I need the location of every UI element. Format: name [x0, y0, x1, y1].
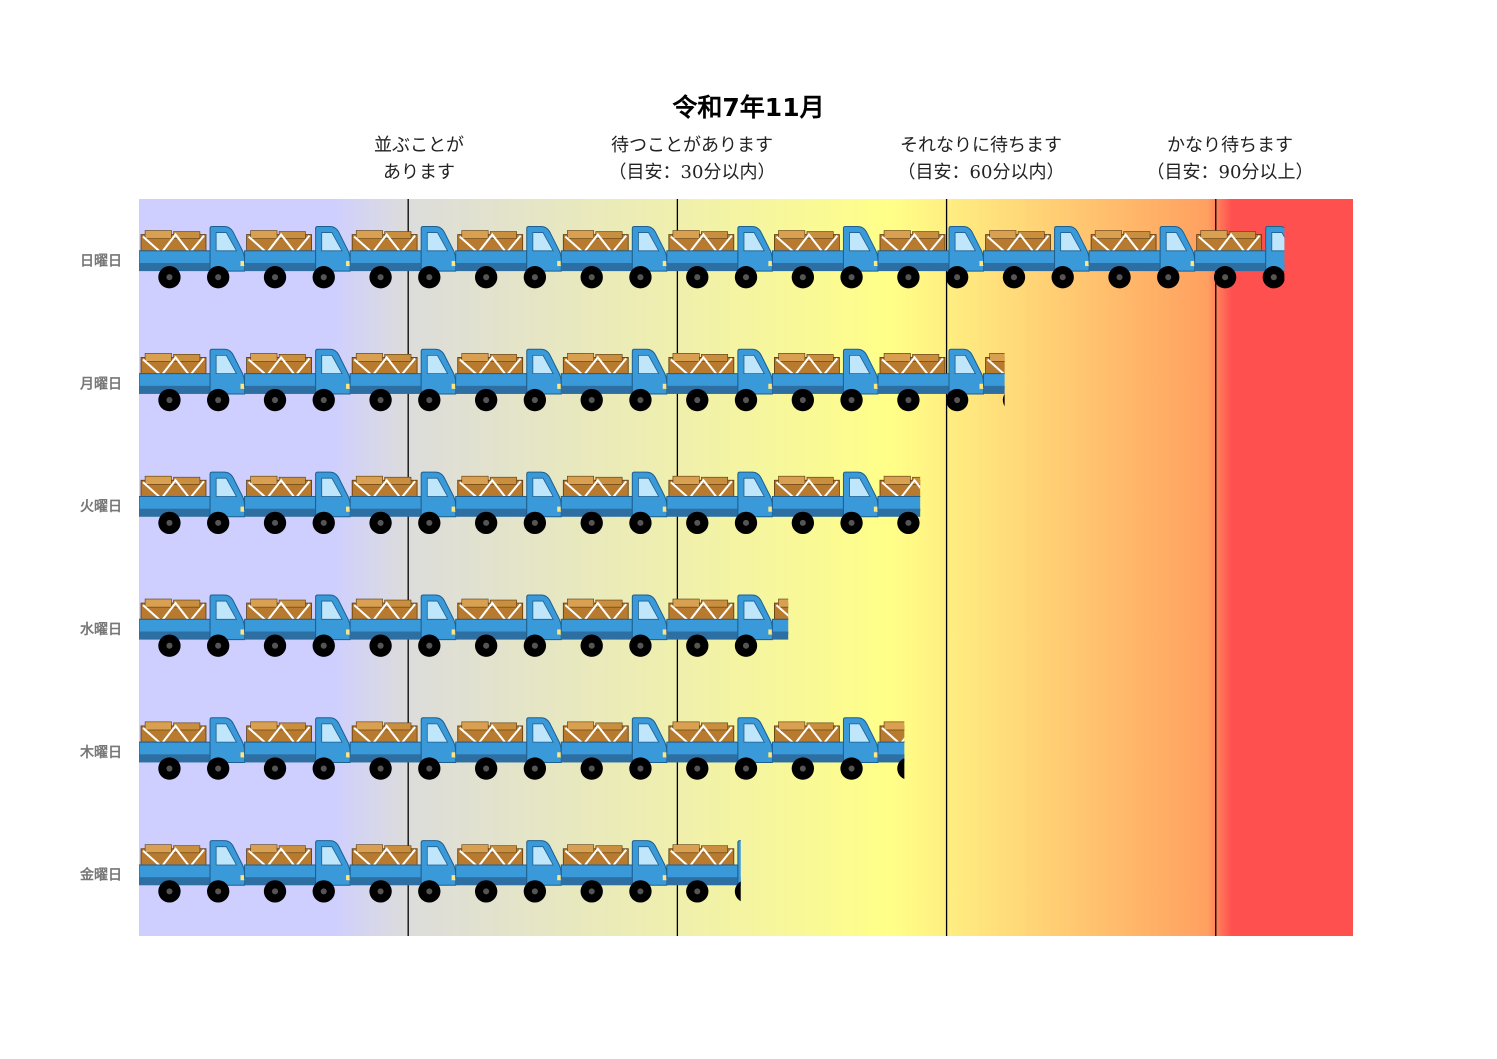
row-label: 金曜日: [79, 867, 122, 884]
truck-icon: [139, 471, 246, 535]
bar-5: [139, 717, 905, 780]
truck-icon: [139, 594, 246, 657]
zone-label-90min-1: かなり待ちます: [1167, 135, 1293, 156]
truck-icon: [560, 471, 668, 535]
truck-icon: [983, 353, 1005, 407]
bar-6: [139, 840, 741, 903]
truck-icon: [139, 717, 246, 780]
zone-label-60min: それなりに待ちます （目安：60分以内）: [861, 132, 1101, 186]
truck-icon: [244, 225, 351, 289]
truck-icon: [877, 475, 921, 535]
zone-label-90min-2: （目安：90分以上）: [1146, 162, 1314, 183]
zone-label-60min-1: それなりに待ちます: [900, 135, 1062, 156]
truck-icon: [455, 594, 562, 657]
truck-icon: [349, 348, 457, 412]
truck-icon: [666, 225, 773, 289]
truck-icon: [349, 717, 457, 780]
truck-icon: [666, 348, 773, 412]
truck-icon: [244, 717, 351, 780]
zone-label-30min-2: （目安：30分以内）: [608, 162, 776, 183]
zone-label-90min: かなり待ちます （目安：90分以上）: [1110, 132, 1350, 186]
chart-title: 令和7年11月: [672, 93, 825, 122]
truck-icon: [244, 594, 351, 657]
truck-icon: [455, 840, 562, 903]
truck-icon: [560, 348, 668, 412]
bar-2: [139, 348, 1005, 412]
truck-icon: [349, 471, 457, 535]
zone-label-line: 並ぶことが あります: [299, 132, 539, 186]
zone-label-60min-2: （目安：60分以内）: [897, 162, 1065, 183]
threshold-lines: [407, 199, 1217, 936]
truck-icon: [666, 840, 741, 903]
truck-icon: [983, 225, 1090, 289]
truck-icon: [771, 717, 879, 780]
row-label: 水曜日: [80, 621, 122, 638]
truck-icon: [877, 721, 905, 779]
truck-icon: [244, 471, 351, 535]
truck-icon: [455, 471, 562, 535]
truck-icon: [349, 594, 457, 657]
plot-background: [139, 199, 1353, 936]
truck-icon: [877, 348, 985, 412]
truck-icon: [139, 225, 246, 289]
truck-icon: [139, 348, 246, 412]
truck-icon: [560, 840, 668, 903]
bar-4: [139, 594, 789, 657]
row-label: 木曜日: [79, 744, 122, 761]
truck-icon: [666, 717, 773, 780]
bar-3: [139, 471, 921, 535]
zone-label-line-2: あります: [383, 162, 455, 183]
truck-icon: [560, 594, 668, 657]
truck-icon: [244, 840, 351, 903]
truck-icon: [666, 471, 773, 535]
truck-icon: [771, 471, 879, 535]
truck-icon: [455, 225, 562, 289]
truck-icon: [877, 225, 985, 289]
zone-label-30min: 待つことがあります （目安：30分以内）: [572, 132, 812, 186]
truck-icon: [666, 594, 773, 657]
truck-icon: [771, 348, 879, 412]
zone-label-line-1: 並ぶことが: [374, 135, 464, 156]
truck-icon: [771, 598, 789, 640]
truck-icon: [560, 225, 668, 289]
bar-1: [139, 225, 1285, 289]
zone-label-30min-1: 待つことがあります: [611, 135, 773, 156]
truck-icon: [1088, 225, 1196, 289]
truck-icon: [560, 717, 668, 780]
truck-icon: [771, 225, 879, 289]
truck-icon: [455, 717, 562, 780]
truck-icon: [349, 225, 457, 289]
row-label: 火曜日: [80, 499, 122, 515]
row-label: 日曜日: [80, 253, 122, 269]
row-label: 月曜日: [79, 376, 122, 392]
truck-icon: [139, 840, 246, 903]
truck-icon: [244, 348, 351, 412]
truck-icon: [349, 840, 457, 903]
truck-icon: [1194, 225, 1285, 289]
